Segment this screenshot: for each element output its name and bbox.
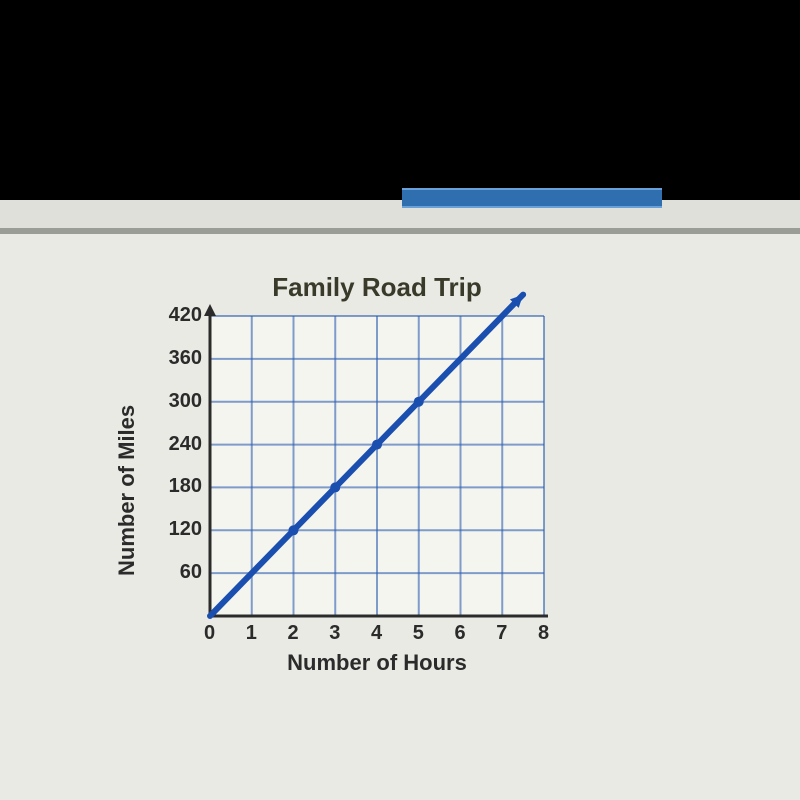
blue-accent-strip <box>402 188 662 208</box>
chart-plot <box>90 270 650 730</box>
chart-container: Family Road Trip Number of Miles Number … <box>90 270 650 730</box>
top-black-bar <box>0 0 800 200</box>
screen: Family Road Trip Number of Miles Number … <box>0 0 800 800</box>
